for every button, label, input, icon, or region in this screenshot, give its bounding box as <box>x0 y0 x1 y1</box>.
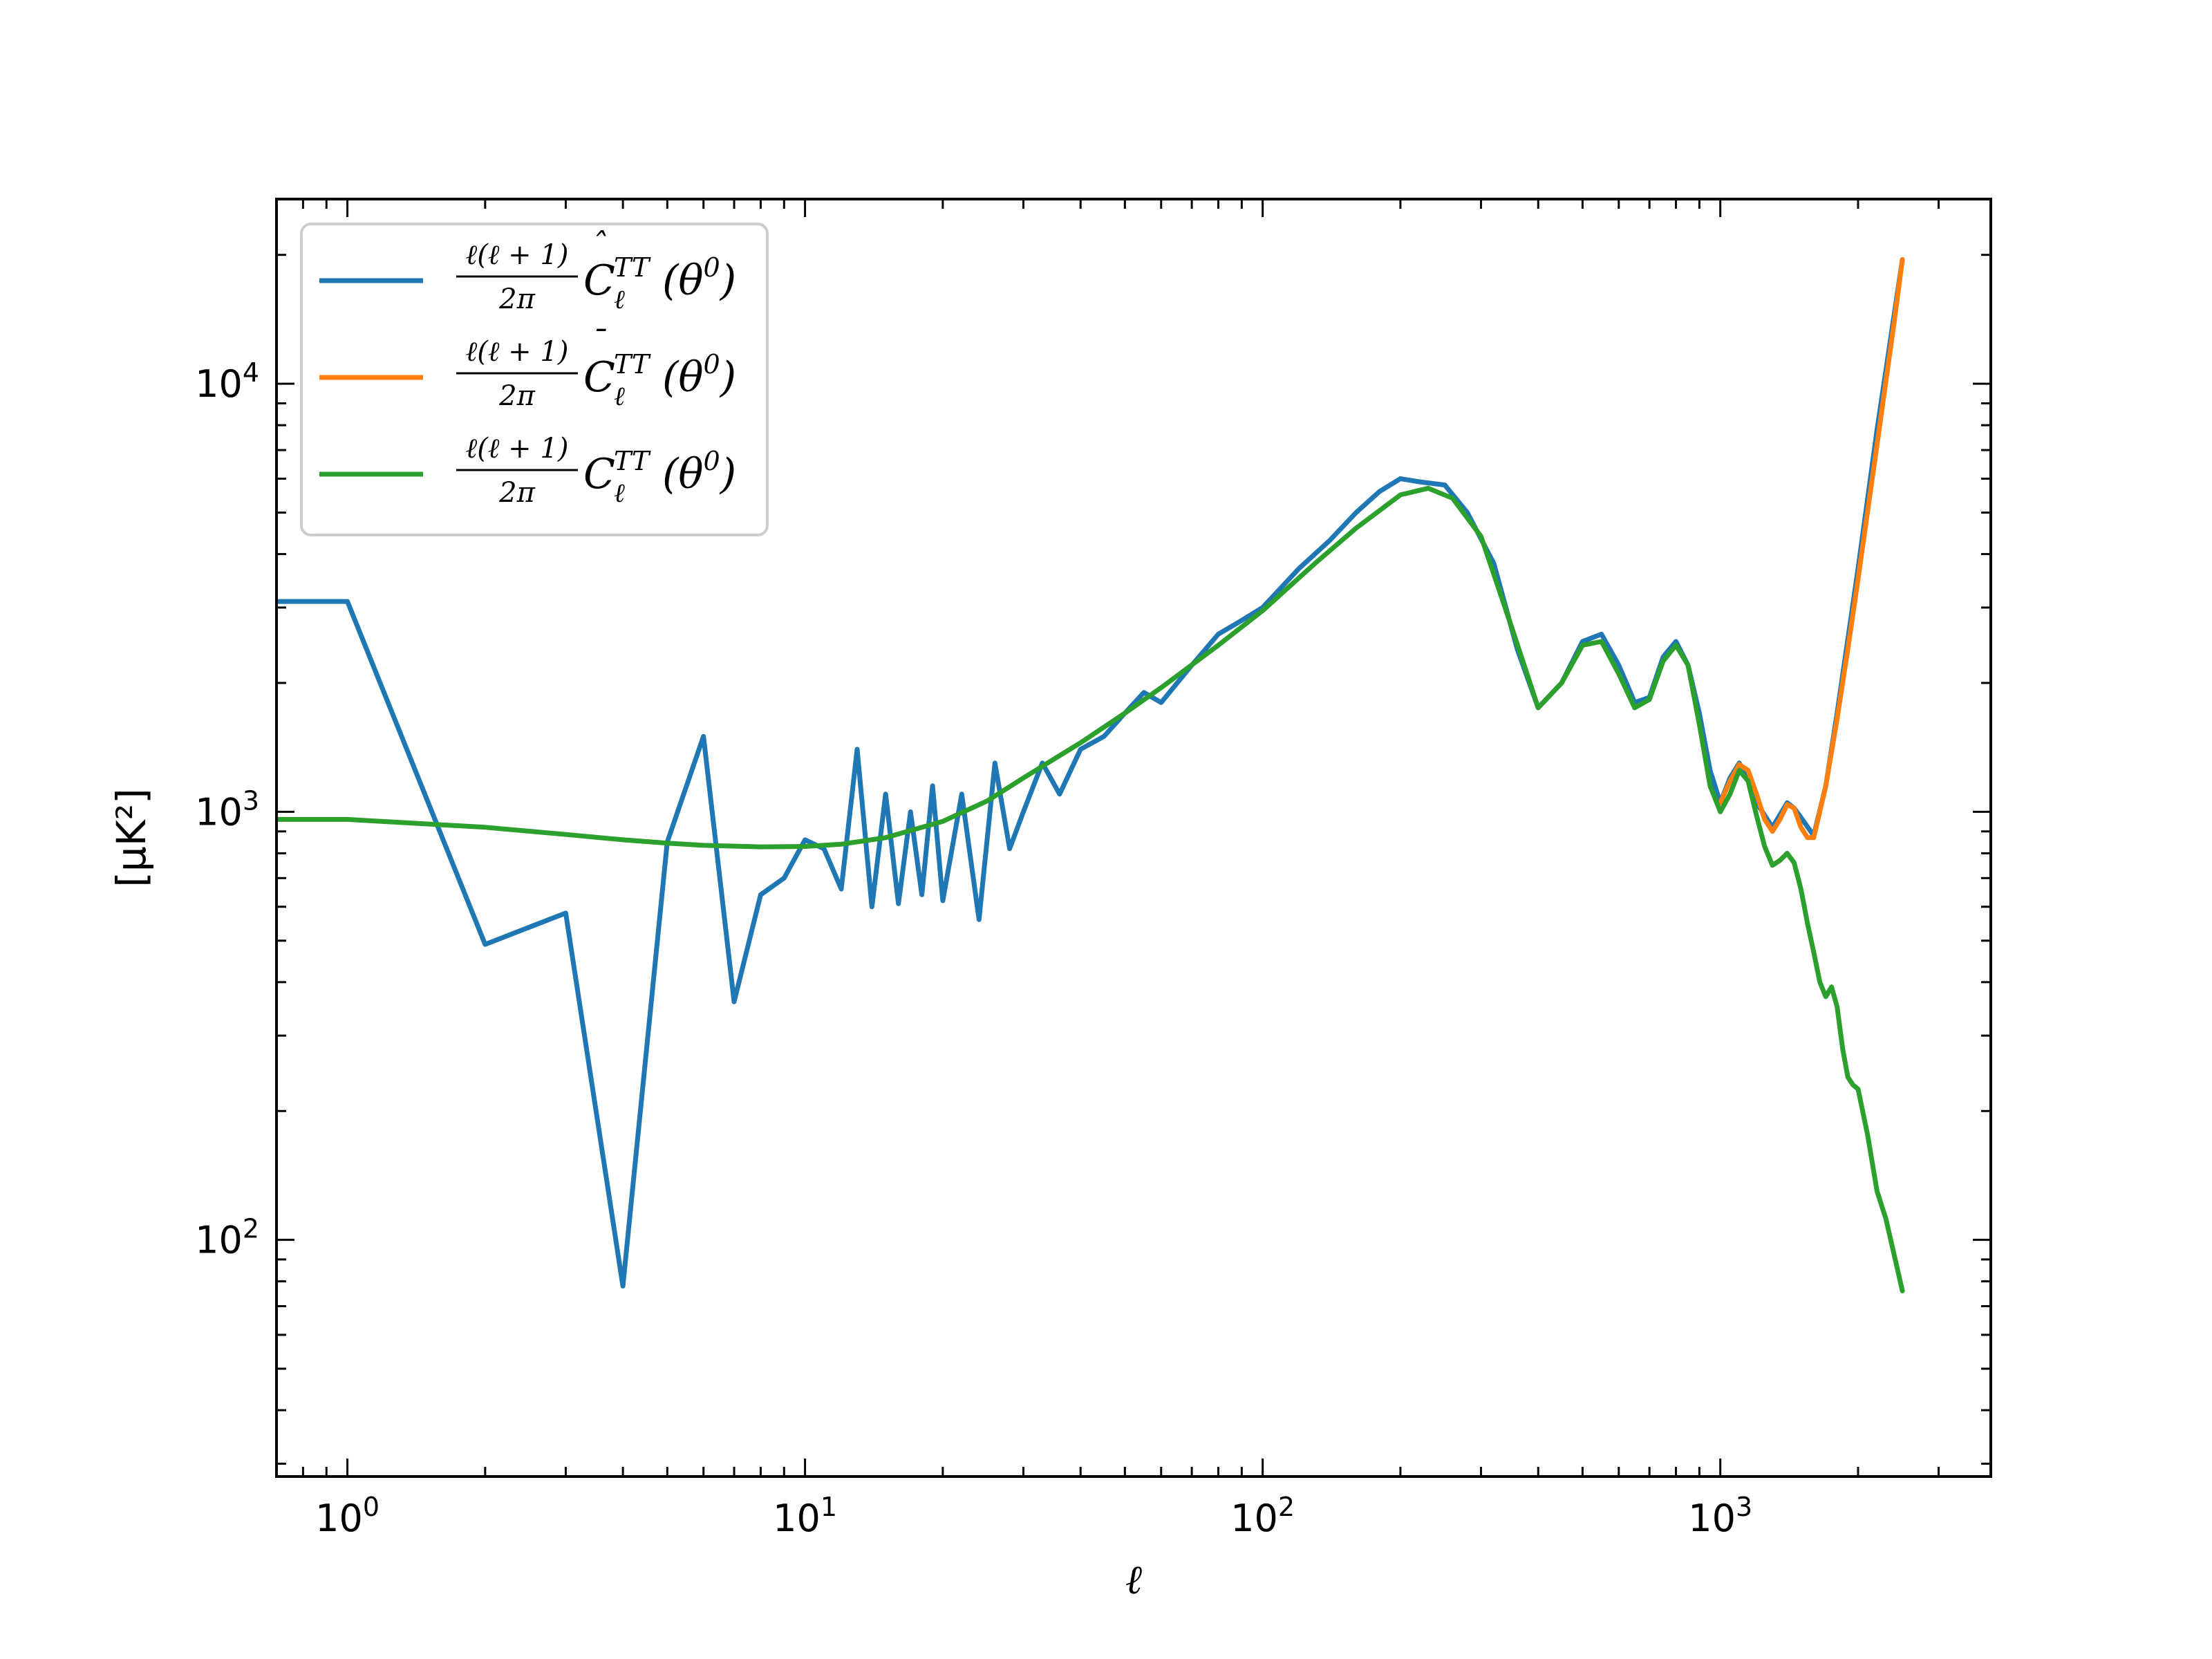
legend-fraction-numerator: ℓ(ℓ + 1) <box>466 433 569 465</box>
legend-superscript: TT <box>614 252 651 283</box>
x-tick-label: 100 <box>315 1492 379 1540</box>
minor-ticks <box>275 199 1991 1477</box>
legend-fraction-denominator: 2π <box>498 477 535 509</box>
legend-symbol: C <box>583 450 615 498</box>
series-line-2 <box>276 485 1905 1293</box>
series-layer <box>276 257 1905 1293</box>
legend-argument: (θ0) <box>662 446 736 498</box>
x-tick-labels: 100 101 102 103 <box>315 1492 1752 1540</box>
legend-superscript: TT <box>614 446 651 476</box>
legend-symbol: C <box>583 256 615 305</box>
x-tick-label: 103 <box>1688 1492 1752 1540</box>
x-tick-label: 101 <box>773 1492 837 1540</box>
x-axis-label: ℓ <box>1125 1556 1142 1603</box>
plot-frame <box>275 198 1992 1478</box>
y-tick-label: 102 <box>195 1214 259 1262</box>
legend-fraction-denominator: 2π <box>498 283 535 315</box>
legend-fraction-denominator: 2π <box>498 380 535 412</box>
y-tick-label: 104 <box>195 357 259 406</box>
major-ticks <box>276 199 1991 1477</box>
legend-box <box>300 223 769 536</box>
y-tick-label: 103 <box>195 785 259 834</box>
legend-accent: ¯ <box>591 323 607 360</box>
y-axis-label: [μK²] <box>108 788 155 887</box>
legend-subscript: ℓ <box>614 478 625 508</box>
legend-accent: ˆ <box>591 226 607 263</box>
legend-fraction-numerator: ℓ(ℓ + 1) <box>466 239 569 271</box>
legend-argument: (θ0) <box>662 252 736 305</box>
legend-superscript: TT <box>614 349 651 379</box>
legend-argument: (θ0) <box>662 349 736 402</box>
x-tick-label: 102 <box>1230 1492 1295 1540</box>
y-tick-labels: 102 103 104 <box>195 357 259 1262</box>
legend-fraction-numerator: ℓ(ℓ + 1) <box>466 336 569 368</box>
legend-symbol: C <box>583 353 615 402</box>
legend-subscript: ℓ <box>614 381 625 411</box>
legend-subscript: ℓ <box>614 284 625 315</box>
series-line-1 <box>1718 257 1905 841</box>
